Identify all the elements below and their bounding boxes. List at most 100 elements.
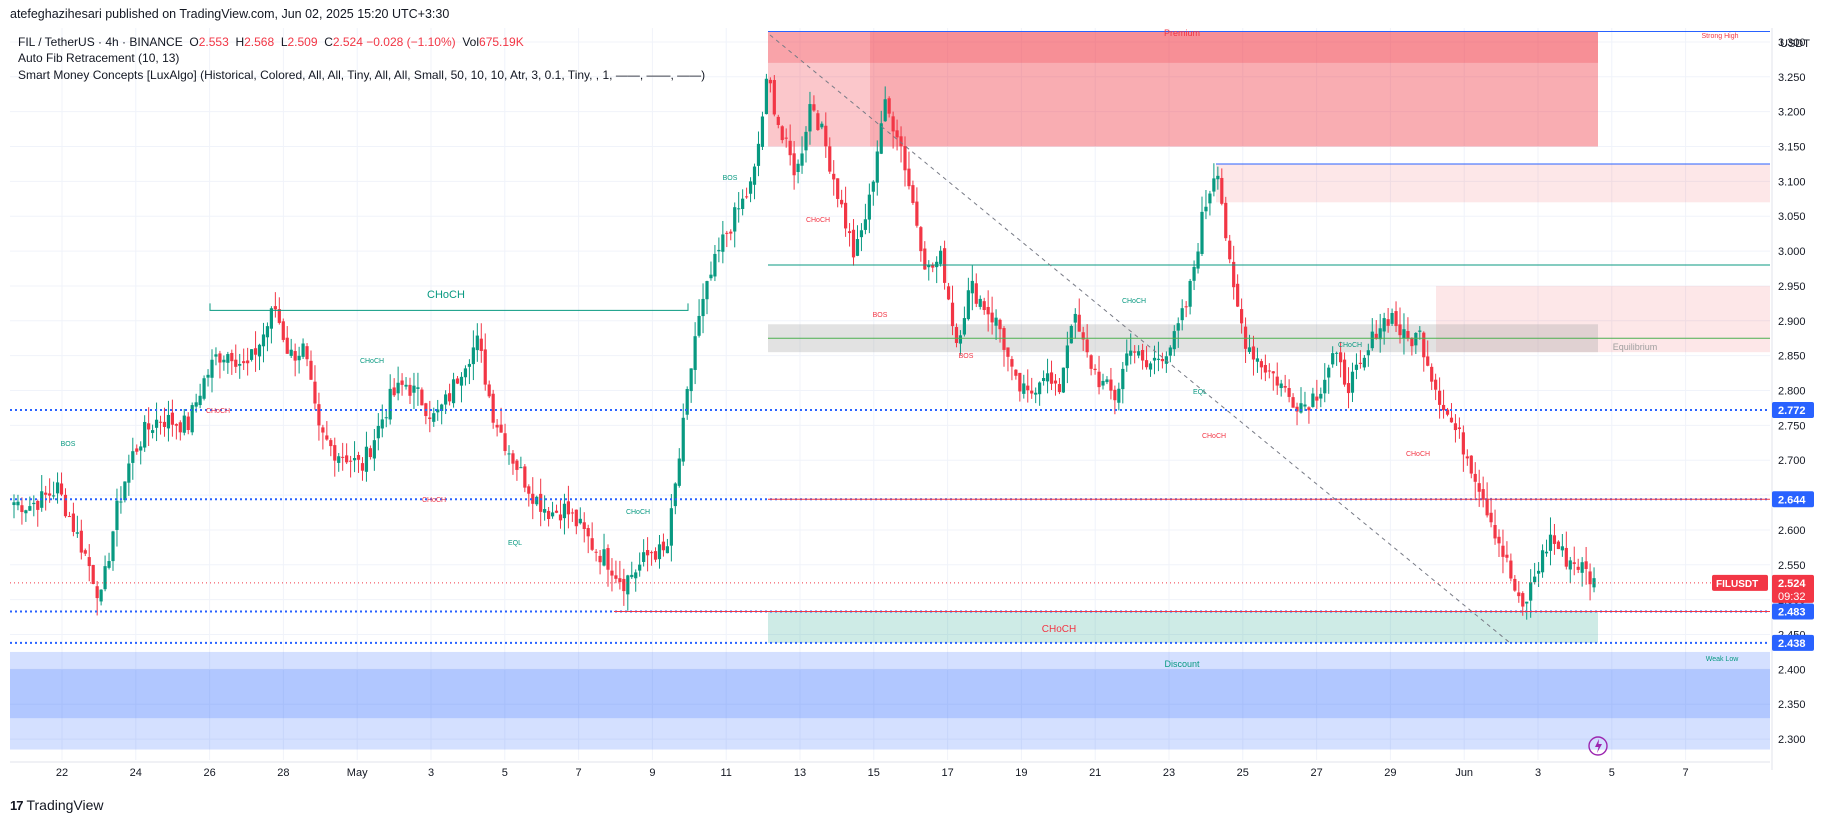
candle-body	[459, 376, 464, 386]
candle-body	[214, 354, 218, 357]
candle-body	[265, 326, 270, 338]
candle-body	[178, 422, 182, 433]
candle-body	[1295, 406, 1299, 412]
candle-body	[162, 421, 167, 427]
candle-body	[1125, 353, 1129, 366]
price-badge[interactable]	[1772, 603, 1814, 620]
candle-body	[392, 387, 396, 396]
structure-label-choch: CHoCH	[422, 497, 446, 504]
price-badge[interactable]	[1772, 491, 1814, 508]
structure-label-bos: BOS	[61, 441, 76, 448]
candle-body	[151, 430, 155, 433]
x-tick-label: 26	[203, 767, 215, 779]
candle-body	[1449, 417, 1454, 423]
candle-body	[297, 355, 301, 361]
candle-body	[812, 104, 816, 111]
structure-label-choch: CHoCH	[1406, 451, 1430, 458]
x-tick-label: 7	[576, 767, 582, 779]
candle-body	[935, 261, 939, 268]
candle-body	[788, 140, 792, 156]
candle-body	[923, 248, 927, 270]
y-tick-label: 3.250	[1778, 72, 1806, 84]
candle-body	[32, 502, 36, 505]
structure-label-choch: CHoCH	[1338, 342, 1362, 349]
low-value: 2.509	[287, 35, 318, 49]
strong-high-label: Strong High	[1702, 33, 1739, 40]
volume-value: 675.19K	[479, 35, 524, 49]
lightning-icon[interactable]	[1588, 736, 1608, 756]
y-tick-label: 3.150	[1778, 142, 1806, 154]
structure-label-choch: CHoCH	[360, 358, 384, 365]
candle-body	[1208, 193, 1212, 204]
x-tick-label: 13	[794, 767, 806, 779]
candle-body	[1232, 261, 1236, 288]
strong-high-zone	[768, 31, 1598, 63]
candle-body	[610, 570, 614, 576]
candle-body	[448, 393, 452, 402]
candle-body	[1303, 404, 1307, 407]
candle-body	[1410, 337, 1414, 347]
chart-grid	[10, 28, 1770, 760]
candle-body	[154, 419, 159, 428]
candle-body	[1006, 347, 1010, 357]
candle-body	[230, 352, 234, 362]
candle-body	[1430, 366, 1434, 382]
candle-body	[1042, 378, 1046, 382]
candle-body	[1556, 541, 1560, 550]
price-badge[interactable]	[1772, 402, 1814, 419]
candle-body	[1469, 455, 1473, 474]
candle-body	[875, 151, 879, 183]
price-badge-countdown: 09:32	[1778, 591, 1806, 603]
publisher-line: atefeghazihesari published on TradingVie…	[10, 7, 450, 21]
y-tick-label: 2.300	[1778, 734, 1806, 746]
candle-body	[48, 493, 52, 496]
indicator-smc[interactable]: Smart Money Concepts [LuxAlgo] (Historic…	[18, 68, 706, 82]
x-tick-label: 17	[941, 767, 953, 779]
candle-body	[499, 424, 503, 433]
price-badge-value: 2.644	[1778, 494, 1806, 506]
candle-body	[1133, 351, 1137, 353]
candle-body	[729, 231, 733, 234]
weak-low-label: Weak Low	[1706, 656, 1739, 663]
candle-body	[1438, 390, 1442, 405]
discount-label: Discount	[1164, 659, 1200, 669]
price-axis[interactable]: 3.300 3.250 3.200 3.150 3.100 3.050 3.000 2.950…	[1712, 28, 1814, 770]
candle-body	[1073, 313, 1077, 323]
candle-body	[527, 486, 531, 494]
indicator-fib[interactable]: Auto Fib Retracement (10, 13)	[18, 51, 180, 65]
candle-body	[384, 417, 388, 419]
candle-body	[1105, 379, 1109, 383]
candle-body	[1061, 367, 1065, 393]
candle-body	[840, 199, 844, 205]
candle-body	[1045, 373, 1050, 382]
price-badge[interactable]	[1772, 634, 1814, 651]
symbol-title[interactable]: FIL / TetherUS · 4h · BINANCE	[18, 35, 183, 49]
candle-body	[705, 281, 709, 300]
candle-body	[772, 80, 776, 115]
price-badge[interactable]	[1772, 574, 1814, 603]
x-tick-label: 3	[1535, 767, 1541, 779]
candle-body	[899, 136, 903, 147]
candle-body	[717, 249, 721, 252]
candle-body	[871, 181, 875, 192]
candle-body	[661, 541, 666, 551]
time-axis[interactable]: 22 24 26 28 May 3 5 7 9 11 13 15 17 19 21 23 25 27 29 Jun 3 5…	[10, 761, 1770, 779]
candle-body	[281, 321, 285, 340]
candle-body	[1152, 357, 1157, 361]
candle-body	[649, 552, 654, 554]
tradingview-logo[interactable]: 17 TradingView	[10, 797, 104, 813]
candle-body	[1580, 562, 1584, 573]
candle-body	[1517, 592, 1521, 597]
candle-body	[1402, 329, 1406, 339]
candle-body	[737, 208, 741, 210]
equilibrium-label: Equilibrium	[1613, 342, 1658, 352]
candle-body	[190, 405, 194, 433]
candle-body	[1121, 368, 1125, 390]
weak-low-zone-inner	[10, 669, 1770, 719]
candles[interactable]	[12, 73, 1596, 620]
high-value: 2.568	[244, 35, 275, 49]
candle-body	[958, 335, 963, 344]
candle-body	[796, 163, 800, 172]
candle-body	[1236, 283, 1240, 307]
